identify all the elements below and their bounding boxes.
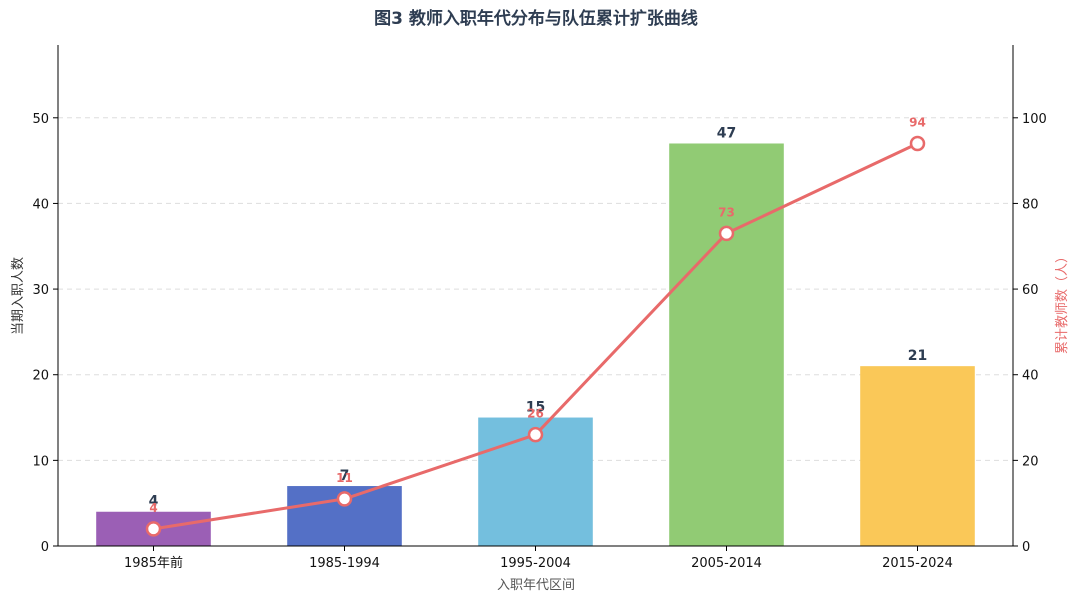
y2-tick-label: 100 xyxy=(1022,112,1047,127)
x-tick-label: 1985-1994 xyxy=(309,556,380,571)
y2-tick-label: 40 xyxy=(1022,369,1039,384)
x-tick-label: 1995-2004 xyxy=(500,556,571,571)
line-value-label: 26 xyxy=(527,407,544,421)
line-value-label: 4 xyxy=(149,501,157,515)
y-tick-label: 30 xyxy=(32,283,49,298)
bar-value-label: 21 xyxy=(908,348,927,364)
bar xyxy=(860,366,975,546)
y-axis-label: 当期入职人数 xyxy=(11,257,26,335)
y-tick-label: 10 xyxy=(32,454,49,469)
cumulative-line xyxy=(145,135,926,537)
bar-value-label: 7 xyxy=(340,468,350,484)
bar xyxy=(669,143,784,546)
y2-tick-label: 0 xyxy=(1022,540,1030,555)
x-tick-label: 1985年前 xyxy=(124,555,183,571)
line-value-label: 73 xyxy=(718,205,735,219)
x-axis-label: 入职年代区间 xyxy=(497,578,575,593)
y2-axis-label: 累计教师数（人） xyxy=(1054,250,1070,354)
x-tick-label: 2015-2024 xyxy=(882,556,953,571)
bar-value-label: 4 xyxy=(149,494,159,510)
line-value-label: 11 xyxy=(336,471,353,485)
y-tick-label: 40 xyxy=(32,197,49,212)
bar-value-label: 15 xyxy=(526,400,545,416)
x-tick-label: 2005-2014 xyxy=(691,556,762,571)
bar-value-label: 47 xyxy=(717,125,736,141)
line-point xyxy=(527,426,544,443)
line-point xyxy=(909,135,926,152)
chart-title: 图3 教师入职年代分布与队伍累计扩张曲线 xyxy=(374,8,698,29)
y-tick-label: 50 xyxy=(32,112,49,127)
ticks: 0 10 20 30 40 50 0 20 40 60 80 100 1985年前 1985-1994 19… xyxy=(32,112,1046,571)
line-point xyxy=(336,491,353,507)
line-point xyxy=(718,225,735,242)
y-tick-label: 0 xyxy=(41,540,49,555)
y2-tick-label: 60 xyxy=(1022,283,1039,298)
y2-tick-label: 80 xyxy=(1022,197,1039,212)
y-tick-label: 20 xyxy=(32,369,49,384)
line-point xyxy=(145,521,162,537)
bars xyxy=(96,143,975,546)
y2-tick-label: 20 xyxy=(1022,454,1039,469)
line-value-label: 94 xyxy=(909,115,926,129)
